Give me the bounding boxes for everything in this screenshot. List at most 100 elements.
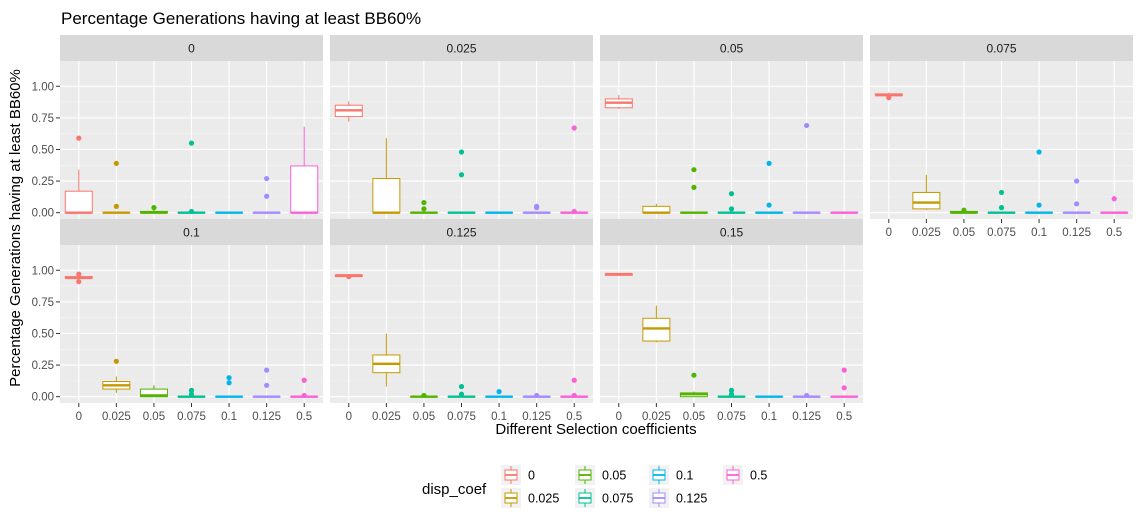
outlier-point (1074, 201, 1080, 207)
x-tick-label: 0.1 (1031, 227, 1047, 239)
y-tick-label: 0.75 (32, 297, 54, 309)
outlier-point (534, 203, 540, 209)
outlier-point (1074, 178, 1080, 184)
outlier-point (458, 172, 465, 178)
outlier-point (188, 387, 195, 393)
outlier-point (571, 125, 577, 131)
outlier-point (188, 391, 195, 397)
boxplot-box (177, 140, 206, 215)
outlier-point (998, 189, 1005, 196)
outlier-point (571, 208, 577, 215)
outlier-point (766, 160, 772, 166)
boxplot-box (755, 160, 784, 214)
legend-label: 0.125 (676, 492, 707, 506)
boxplot-box (102, 358, 131, 393)
y-tick-label: 0.25 (32, 360, 54, 372)
outlier-point (998, 205, 1005, 211)
outlier-point (1036, 149, 1042, 155)
outlier-point (458, 383, 465, 390)
outlier-point (728, 206, 735, 212)
x-tick-label: 0.125 (792, 411, 821, 423)
outlier-point (804, 392, 810, 399)
boxplot-box (792, 392, 821, 399)
boxplot-box (560, 125, 589, 215)
box-iqr (64, 190, 93, 214)
facet-panel: 0.075 0 0.025 0.05 0.075 0.1 0.125 0.5 (870, 35, 1133, 239)
outlier-point (113, 160, 119, 166)
x-tick-label: 0 (616, 411, 622, 423)
outlier-point (151, 205, 157, 211)
outlier-point (264, 382, 270, 388)
y-tick-label: 0.50 (32, 328, 54, 340)
boxplot-box (215, 375, 244, 398)
boxplot-box (485, 389, 514, 398)
outlier-point (301, 377, 307, 383)
legend-title: disp_coef (422, 481, 487, 498)
x-tick-label: 0.1 (761, 411, 777, 423)
outlier-point (226, 375, 232, 381)
boxplot-box (642, 305, 671, 343)
outlier-point (113, 203, 119, 209)
boxplot-box (409, 199, 438, 214)
facet-strip (600, 35, 863, 61)
boxplot-box (372, 138, 401, 214)
legend-label: 0.025 (528, 492, 559, 506)
outlier-point (804, 122, 810, 129)
y-tick-label: 1.00 (32, 265, 54, 277)
x-tick-label: 0.075 (717, 411, 746, 423)
boxplot-box (64, 135, 93, 214)
x-tick-label: 0.025 (642, 411, 671, 423)
outlier-point (188, 208, 195, 215)
box-iqr (372, 178, 401, 214)
outlier-point (841, 367, 847, 373)
boxplot-box (522, 203, 551, 214)
facet-strip-label: 0 (188, 42, 195, 56)
facet-strip (330, 35, 593, 61)
x-tick-label: 0.05 (143, 411, 165, 423)
outlier-point (458, 149, 465, 155)
y-axis-title: Percentage Generations having at least B… (7, 69, 24, 387)
facet-panel: 0.15 0 0.025 0.05 0.075 0.1 0.125 0.5 (600, 219, 863, 423)
facet-strip (60, 219, 323, 245)
boxplot-box (522, 392, 551, 399)
outlier-point (226, 380, 232, 386)
outlier-point (571, 377, 577, 383)
facet-panel: 0.125 0 0.025 0.05 0.075 0.1 0.125 0.5 (330, 219, 593, 423)
facet-panel: 0.1 0.00 0.25 0.50 0.75 1.00 0 0.025 0.05 0.075 0.… (32, 219, 323, 423)
boxplot-box (102, 160, 131, 214)
facet-strip (870, 35, 1133, 61)
box-iqr (912, 191, 941, 210)
boxplot-box (717, 387, 746, 398)
y-tick-label: 0.75 (32, 113, 54, 125)
x-tick-label: 0.5 (836, 411, 852, 423)
outlier-point (534, 392, 540, 399)
legend-entry: 0.125 (649, 488, 707, 508)
x-tick-label: 0.075 (447, 411, 476, 423)
outlier-point (421, 199, 427, 206)
facet-panels: 0 0.00 0.25 0.50 0.75 1.00 0.025 0.05 0.075 0 0.02… (32, 35, 1133, 423)
legend-entry: 0.025 (501, 488, 559, 508)
boxplot-box (409, 392, 438, 399)
facet-panel: 0 0.00 0.25 0.50 0.75 1.00 (32, 35, 323, 220)
x-tick-label: 0.025 (372, 411, 401, 423)
x-tick-label: 0.125 (1062, 227, 1091, 239)
box-iqr (642, 317, 671, 342)
boxplot-box (679, 372, 708, 398)
x-tick-label: 0.075 (987, 227, 1016, 239)
boxplot-box (1100, 196, 1129, 214)
boxplot-box (717, 191, 746, 214)
outlier-point (346, 274, 352, 280)
outlier-point (301, 392, 307, 399)
boxplot-box (987, 189, 1016, 214)
x-tick-label: 0.125 (252, 411, 281, 423)
boxplot-box (604, 95, 633, 110)
outlier-point (766, 202, 772, 208)
boxplot-box (792, 122, 821, 214)
y-tick-label: 0.50 (32, 144, 54, 156)
y-tick-label: 0.00 (32, 392, 54, 404)
legend-entry: 0 (501, 465, 535, 485)
facet-strip (330, 219, 593, 245)
boxplot-box (949, 207, 978, 214)
outlier-point (76, 279, 82, 285)
